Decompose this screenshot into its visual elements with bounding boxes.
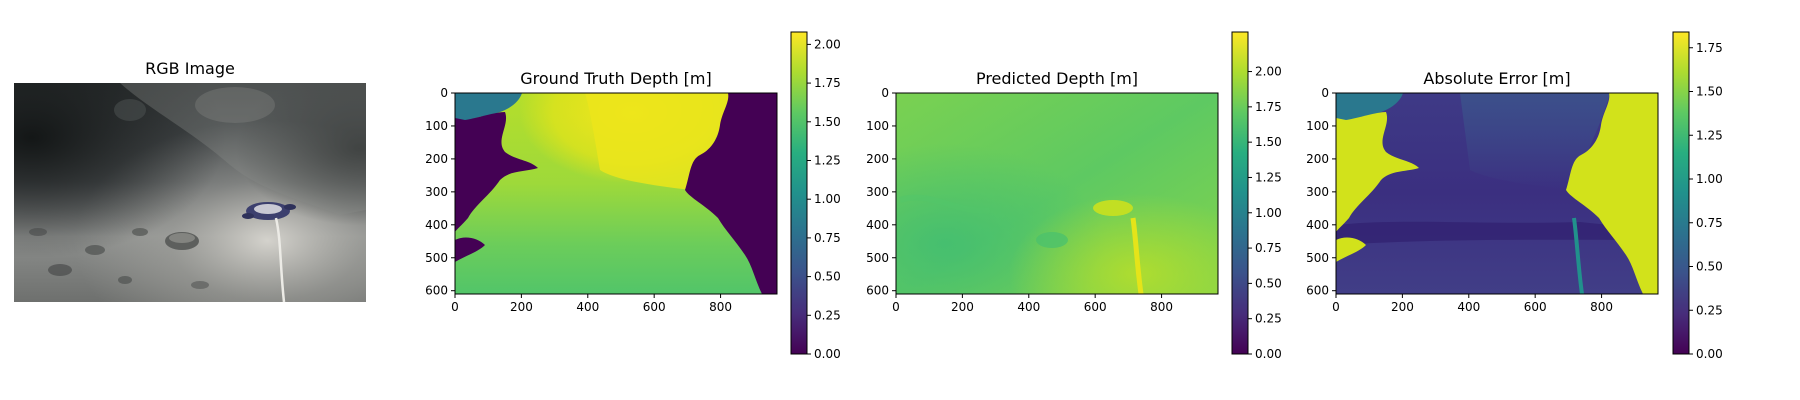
pd-cable [1130, 217, 1144, 294]
gt-colorbar-label: 1.25 [814, 153, 841, 167]
gt-ytick-label: 0 [440, 86, 448, 100]
pd-ytick-label: 100 [866, 119, 889, 133]
er-invalid-right [1566, 93, 1658, 294]
pd-colorbar-label: 0.50 [1255, 276, 1282, 290]
gt-ytick-label: 200 [425, 152, 448, 166]
pd-ytick-label: 400 [866, 218, 889, 232]
pd-colorbar-label: 2.00 [1255, 65, 1282, 79]
er-xtick-label: 200 [1391, 300, 1414, 314]
er-panel: Absolute Error [m] [1335, 69, 1659, 295]
er-ytick-label: 200 [1306, 152, 1329, 166]
er-colorbar-label: 1.75 [1696, 41, 1723, 55]
gt-ytick-label: 500 [425, 251, 448, 265]
er-cable [1572, 217, 1584, 294]
er-xtick-label: 600 [1524, 300, 1547, 314]
er-colorbar-label: 0.00 [1696, 347, 1723, 361]
rgb-image [14, 83, 366, 302]
gt-heatmap [455, 93, 777, 294]
pd-xtick-label: 200 [951, 300, 974, 314]
gt-ytick-label: 300 [425, 185, 448, 199]
pd-colorbar-label: 0.25 [1255, 312, 1282, 326]
er-heatmap [1336, 93, 1658, 294]
rgb-panel: RGB Image [14, 59, 366, 302]
pd-ytick-label: 500 [866, 251, 889, 265]
pd-colorbar-label: 1.00 [1255, 206, 1282, 220]
er-ytick-label: 500 [1306, 251, 1329, 265]
er-colorbar-label: 1.25 [1696, 128, 1723, 142]
gt-xtick-label: 400 [576, 300, 599, 314]
pd-ytick-label: 200 [866, 152, 889, 166]
pd-colorbar: 0.00 0.25 0.50 0.75 1.00 1.25 1.50 1.75 2.00 [1231, 31, 1282, 361]
gt-top-left-patch [455, 93, 522, 122]
rgb-title: RGB Image [145, 59, 235, 78]
pd-colorbar-label: 1.75 [1255, 100, 1282, 114]
gt-axes: 0 200 400 600 800 0 100 200 300 400 500 600 [425, 86, 732, 314]
er-colorbar-label: 1.50 [1696, 85, 1723, 99]
pd-colorbar-label: 1.50 [1255, 135, 1282, 149]
pd-ytick-label: 600 [866, 284, 889, 298]
er-colorbar-label: 0.50 [1696, 260, 1723, 274]
pd-axes: 0 200 400 600 800 0 100 200 300 400 500 600 [866, 86, 1173, 314]
er-colorbar-label: 0.75 [1696, 216, 1723, 230]
gt-ytick-label: 100 [425, 119, 448, 133]
er-ytick-label: 300 [1306, 185, 1329, 199]
er-xtick-label: 800 [1590, 300, 1613, 314]
gt-invalid-right [685, 93, 777, 294]
pd-heatmap [896, 93, 1218, 294]
gt-xtick-label: 600 [643, 300, 666, 314]
er-colorbar: 0.00 0.25 0.50 0.75 1.00 1.25 1.50 1.75 [1672, 31, 1723, 361]
pd-xtick-label: 0 [892, 300, 900, 314]
gt-panel: Ground Truth Depth [m] [454, 69, 778, 295]
er-title: Absolute Error [m] [1423, 69, 1570, 88]
gt-colorbar-label: 0.00 [814, 347, 841, 361]
pd-xtick-label: 800 [1150, 300, 1173, 314]
er-axes: 0 200 400 600 800 0 100 200 300 400 500 600 [1306, 86, 1613, 314]
gt-invalid-left [455, 112, 538, 232]
er-colorbar-label: 1.00 [1696, 172, 1723, 186]
gt-colorbar-label: 0.25 [814, 308, 841, 322]
gt-xtick-label: 0 [451, 300, 459, 314]
er-colorbar-label: 0.25 [1696, 303, 1723, 317]
pd-colorbar-label: 0.75 [1255, 241, 1282, 255]
gt-title: Ground Truth Depth [m] [520, 69, 711, 88]
er-xtick-label: 400 [1457, 300, 1480, 314]
gt-colorbar-label: 2.00 [814, 37, 841, 51]
gt-colorbar-label: 0.75 [814, 231, 841, 245]
gt-colorbar-label: 1.00 [814, 192, 841, 206]
rgb-tether [274, 217, 286, 302]
er-ytick-label: 400 [1306, 218, 1329, 232]
gt-xtick-label: 200 [510, 300, 533, 314]
er-ytick-label: 100 [1306, 119, 1329, 133]
pd-xtick-label: 600 [1084, 300, 1107, 314]
pd-xtick-label: 400 [1017, 300, 1040, 314]
er-invalid-left [1336, 112, 1419, 232]
pd-colorbar-label: 0.00 [1255, 347, 1282, 361]
gt-colorbar: 0.00 0.25 0.50 0.75 1.00 1.25 1.50 1.75 2.00 [790, 31, 841, 361]
gt-ytick-label: 600 [425, 284, 448, 298]
gt-colorbar-label: 1.50 [814, 115, 841, 129]
er-xtick-label: 0 [1332, 300, 1340, 314]
pd-colorbar-label: 1.25 [1255, 170, 1282, 184]
er-ytick-label: 0 [1321, 86, 1329, 100]
er-top-left-patch [1336, 93, 1403, 122]
rgb-drone [242, 202, 296, 220]
pd-ytick-label: 300 [866, 185, 889, 199]
pd-title: Predicted Depth [m] [976, 69, 1138, 88]
gt-ytick-label: 400 [425, 218, 448, 232]
gt-colorbar-label: 1.75 [814, 76, 841, 90]
gt-xtick-label: 800 [709, 300, 732, 314]
pd-ytick-label: 0 [881, 86, 889, 100]
er-ytick-label: 600 [1306, 284, 1329, 298]
gt-colorbar-label: 0.50 [814, 270, 841, 284]
pd-panel: Predicted Depth [m] [895, 69, 1219, 295]
